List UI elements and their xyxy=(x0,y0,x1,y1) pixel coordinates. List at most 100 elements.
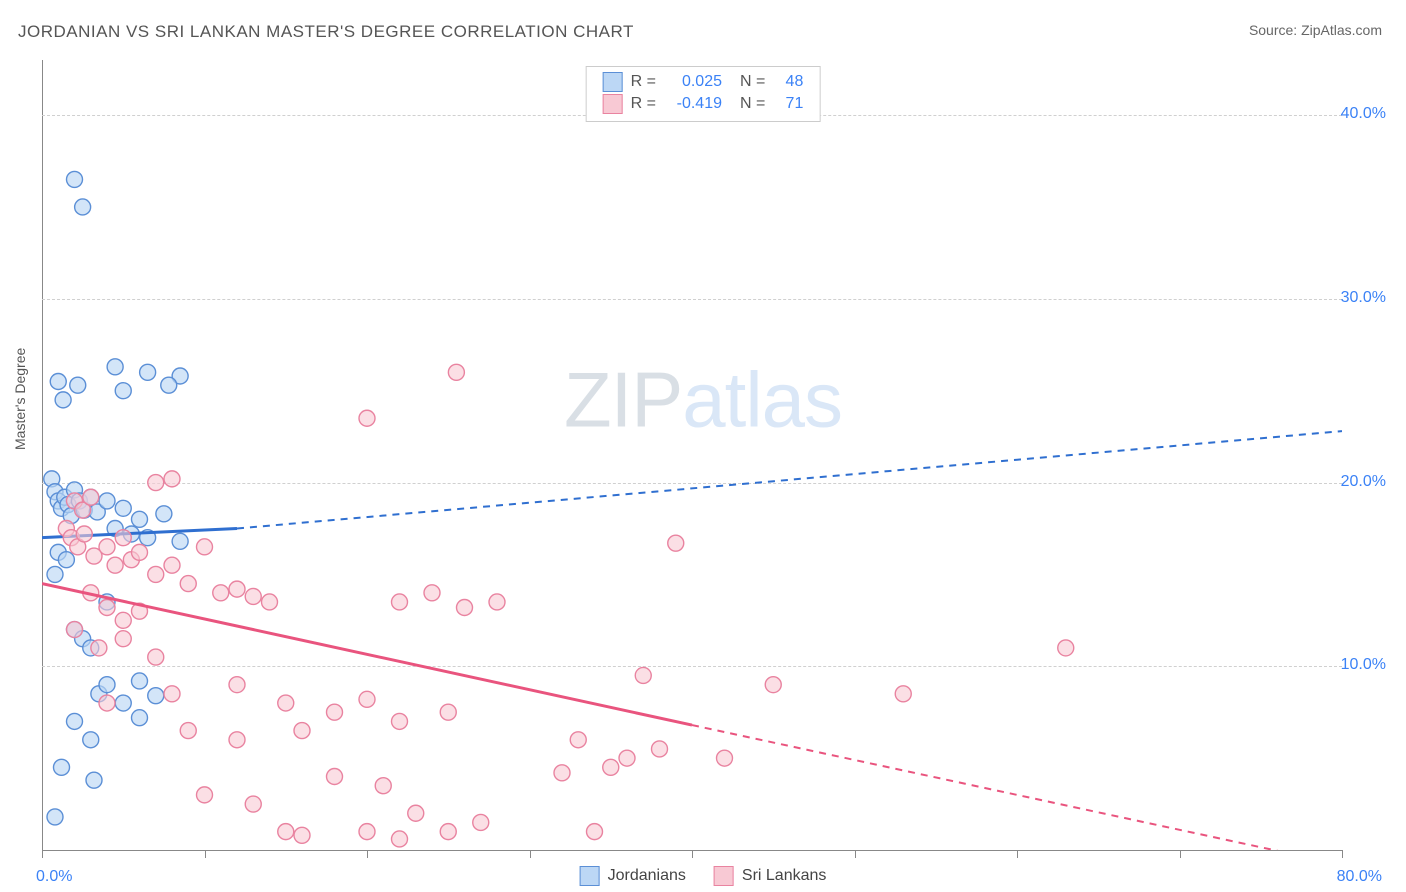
correlation-legend: R = 0.025 N = 48 R = -0.419 N = 71 xyxy=(586,66,821,122)
data-point xyxy=(668,535,684,551)
data-point xyxy=(148,688,164,704)
legend-label-srilankans: Sri Lankans xyxy=(742,867,827,885)
data-point xyxy=(70,377,86,393)
data-point xyxy=(457,599,473,615)
data-point xyxy=(161,377,177,393)
data-point xyxy=(180,576,196,592)
data-point xyxy=(245,588,261,604)
data-point xyxy=(440,824,456,840)
data-point xyxy=(47,809,63,825)
data-point xyxy=(294,723,310,739)
data-point xyxy=(635,667,651,683)
data-point xyxy=(554,765,570,781)
data-point xyxy=(587,824,603,840)
data-point xyxy=(148,475,164,491)
n-label: N = xyxy=(740,93,765,115)
legend-label-jordanians: Jordanians xyxy=(608,867,686,885)
data-point xyxy=(54,759,70,775)
data-point xyxy=(99,493,115,509)
legend-row-srilankans: R = -0.419 N = 71 xyxy=(603,93,804,115)
data-point xyxy=(619,750,635,766)
data-point xyxy=(115,383,131,399)
data-point xyxy=(164,557,180,573)
data-point xyxy=(213,585,229,601)
series-legend: Jordanians Sri Lankans xyxy=(580,866,827,886)
data-point xyxy=(132,544,148,560)
swatch-srilankans xyxy=(603,94,623,114)
data-point xyxy=(115,612,131,628)
data-point xyxy=(76,526,92,542)
data-point xyxy=(67,713,83,729)
data-point xyxy=(278,824,294,840)
data-point xyxy=(99,539,115,555)
data-point xyxy=(229,581,245,597)
data-point xyxy=(197,787,213,803)
data-point xyxy=(294,827,310,843)
data-point xyxy=(83,489,99,505)
swatch-jordanians-bottom xyxy=(580,866,600,886)
x-max-label: 80.0% xyxy=(1337,868,1382,886)
n-value-srilankans: 71 xyxy=(773,93,803,115)
data-point xyxy=(359,410,375,426)
data-point xyxy=(156,506,172,522)
data-point xyxy=(448,364,464,380)
data-point xyxy=(115,500,131,516)
data-point xyxy=(148,649,164,665)
n-label: N = xyxy=(740,71,765,93)
data-point xyxy=(408,805,424,821)
r-label: R = xyxy=(631,71,656,93)
data-point xyxy=(392,831,408,847)
data-point xyxy=(172,533,188,549)
data-point xyxy=(197,539,213,555)
data-point xyxy=(392,594,408,610)
data-point xyxy=(229,677,245,693)
data-point xyxy=(180,723,196,739)
r-label: R = xyxy=(631,93,656,115)
data-point xyxy=(99,695,115,711)
data-point xyxy=(47,566,63,582)
data-point xyxy=(473,814,489,830)
data-point xyxy=(717,750,733,766)
data-point xyxy=(132,710,148,726)
data-point xyxy=(50,374,66,390)
data-point xyxy=(107,359,123,375)
data-point xyxy=(392,713,408,729)
data-point xyxy=(327,704,343,720)
data-point xyxy=(440,704,456,720)
data-point xyxy=(140,364,156,380)
x-min-label: 0.0% xyxy=(36,868,72,886)
data-point xyxy=(327,769,343,785)
data-point xyxy=(603,759,619,775)
data-point xyxy=(67,622,83,638)
legend-row-jordanians: R = 0.025 N = 48 xyxy=(603,71,804,93)
data-point xyxy=(895,686,911,702)
r-value-srilankans: -0.419 xyxy=(664,93,722,115)
data-point xyxy=(164,471,180,487)
data-point xyxy=(570,732,586,748)
data-point xyxy=(359,824,375,840)
r-value-jordanians: 0.025 xyxy=(664,71,722,93)
legend-item-srilankans: Sri Lankans xyxy=(714,866,827,886)
data-point xyxy=(58,552,74,568)
data-point xyxy=(115,695,131,711)
trendline-dashed xyxy=(692,725,1342,865)
data-point xyxy=(1058,640,1074,656)
data-point xyxy=(115,530,131,546)
data-point xyxy=(375,778,391,794)
data-point xyxy=(99,599,115,615)
data-point xyxy=(86,772,102,788)
data-point xyxy=(132,511,148,527)
data-point xyxy=(55,392,71,408)
data-point xyxy=(67,171,83,187)
data-point xyxy=(229,732,245,748)
data-point xyxy=(148,566,164,582)
legend-item-jordanians: Jordanians xyxy=(580,866,686,886)
data-point xyxy=(262,594,278,610)
trendline-dashed xyxy=(237,431,1342,528)
data-point xyxy=(765,677,781,693)
data-point xyxy=(245,796,261,812)
swatch-srilankans-bottom xyxy=(714,866,734,886)
data-point xyxy=(132,673,148,689)
data-point xyxy=(652,741,668,757)
data-point xyxy=(424,585,440,601)
